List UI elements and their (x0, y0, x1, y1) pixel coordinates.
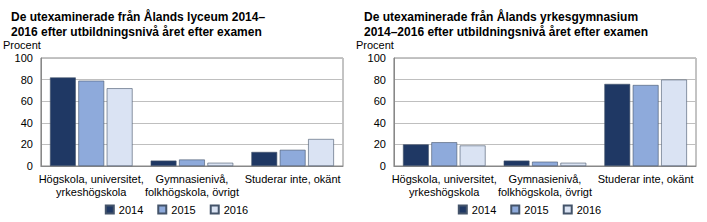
svg-text:Procent: Procent (3, 39, 41, 51)
svg-text:20: 20 (374, 138, 386, 150)
svg-text:folkhögskola, övrigt: folkhögskola, övrigt (498, 186, 592, 198)
svg-text:2015: 2015 (524, 204, 548, 216)
svg-text:40: 40 (374, 117, 386, 129)
svg-text:Studerar inte, okänt: Studerar inte, okänt (245, 173, 341, 185)
svg-text:0: 0 (27, 160, 33, 172)
svg-text:2014: 2014 (472, 204, 496, 216)
svg-text:2016: 2016 (224, 204, 248, 216)
svg-text:folkhögskola, övrigt: folkhögskola, övrigt (145, 186, 239, 198)
svg-text:40: 40 (21, 117, 33, 129)
svg-text:Gymnasienivå,: Gymnasienivå, (509, 173, 582, 185)
svg-text:yrkeshögskola: yrkeshögskola (56, 186, 127, 198)
svg-text:60: 60 (21, 95, 33, 107)
svg-text:2014: 2014 (119, 204, 143, 216)
svg-text:2015: 2015 (171, 204, 195, 216)
svg-text:Högskola, universitet,: Högskola, universitet, (39, 173, 144, 185)
svg-text:De utexaminerade från Ålands y: De utexaminerade från Ålands yrkesgymnas… (364, 9, 638, 24)
svg-text:2016 efter utbildningsnivå åre: 2016 efter utbildningsnivå året efter ex… (11, 25, 262, 39)
svg-text:20: 20 (21, 138, 33, 150)
svg-text:Studerar inte, okänt: Studerar inte, okänt (598, 173, 694, 185)
svg-text:yrkeshögskola: yrkeshögskola (409, 186, 480, 198)
svg-text:80: 80 (374, 74, 386, 86)
svg-text:60: 60 (374, 95, 386, 107)
svg-text:Högskola, universitet,: Högskola, universitet, (392, 173, 497, 185)
svg-text:De utexaminerade från Ålands l: De utexaminerade från Ålands lyceum 2014… (11, 9, 265, 24)
svg-text:Procent: Procent (356, 39, 394, 51)
svg-text:100: 100 (368, 52, 386, 64)
svg-text:100: 100 (15, 52, 33, 64)
svg-text:0: 0 (380, 160, 386, 172)
svg-text:2014–2016 efter utbildningsniv: 2014–2016 efter utbildningsnivå året eft… (364, 25, 648, 39)
svg-text:80: 80 (21, 74, 33, 86)
svg-text:2016: 2016 (577, 204, 601, 216)
svg-text:Gymnasienivå,: Gymnasienivå, (156, 173, 229, 185)
